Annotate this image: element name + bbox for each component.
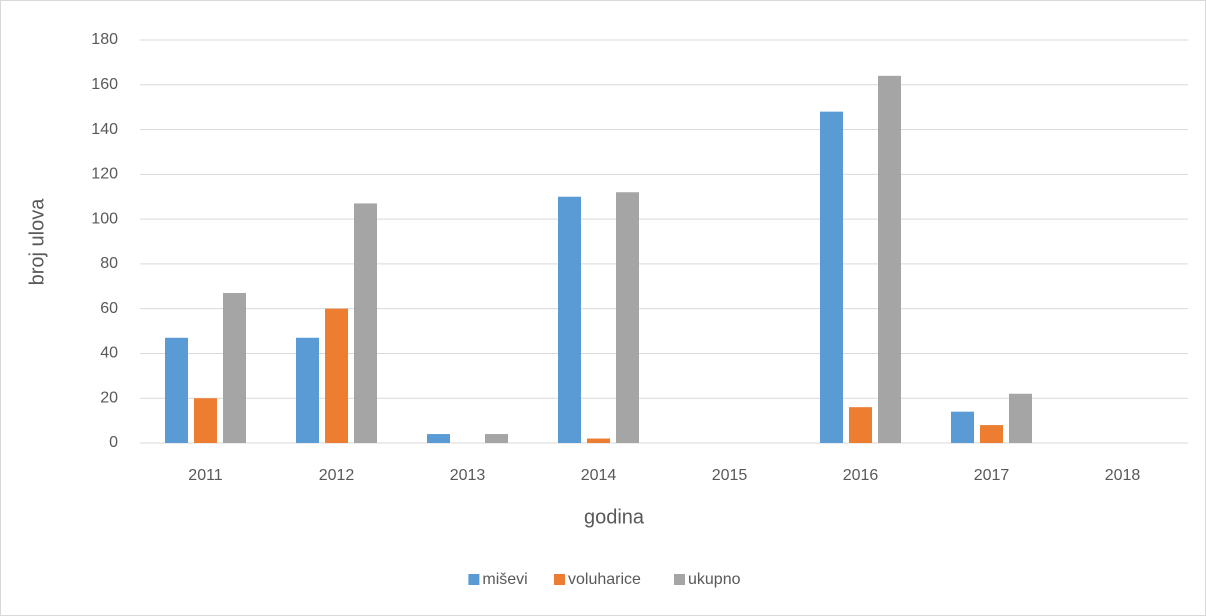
bar — [980, 425, 1003, 443]
y-tick-label: 140 — [91, 121, 118, 138]
y-tick-label: 20 — [100, 389, 118, 406]
x-tick-label: 2014 — [581, 467, 617, 484]
bar — [558, 196, 581, 443]
bar — [325, 308, 348, 443]
legend-label: ukupno — [688, 571, 741, 588]
x-tick-label: 2011 — [188, 467, 223, 484]
x-tick-label: 2012 — [319, 467, 355, 484]
bar — [354, 203, 377, 443]
bar — [820, 111, 843, 444]
x-tick-label: 2015 — [712, 467, 748, 484]
bar — [165, 337, 188, 443]
legend-swatch — [554, 574, 565, 585]
y-tick-label: 120 — [91, 166, 118, 183]
x-tick-label: 2013 — [450, 467, 486, 484]
bar — [878, 75, 901, 444]
legend-label: voluharice — [568, 571, 641, 588]
bar — [485, 434, 508, 443]
bar — [587, 438, 610, 443]
y-tick-label: 0 — [109, 434, 118, 451]
bar — [427, 434, 450, 443]
y-tick-label: 100 — [91, 210, 118, 227]
y-tick-label: 40 — [100, 345, 118, 362]
y-tick-label: 160 — [91, 76, 118, 93]
bar — [1009, 393, 1032, 443]
y-tick-label: 60 — [100, 300, 118, 317]
x-tick-label: 2018 — [1105, 467, 1141, 484]
legend-swatch — [674, 574, 685, 585]
x-axis-title: godina — [584, 506, 645, 528]
bar — [194, 398, 217, 443]
y-tick-label: 180 — [91, 31, 118, 48]
x-tick-label: 2016 — [843, 467, 879, 484]
legend-label: miševi — [482, 571, 527, 588]
y-axis-title: broj ulova — [26, 198, 48, 286]
y-tick-label: 80 — [100, 255, 118, 272]
legend-swatch — [468, 574, 480, 585]
bar — [951, 411, 974, 443]
bar — [616, 192, 639, 443]
bar — [223, 292, 246, 443]
bar — [849, 407, 872, 443]
x-tick-label: 2017 — [974, 467, 1010, 484]
bar — [296, 337, 319, 443]
